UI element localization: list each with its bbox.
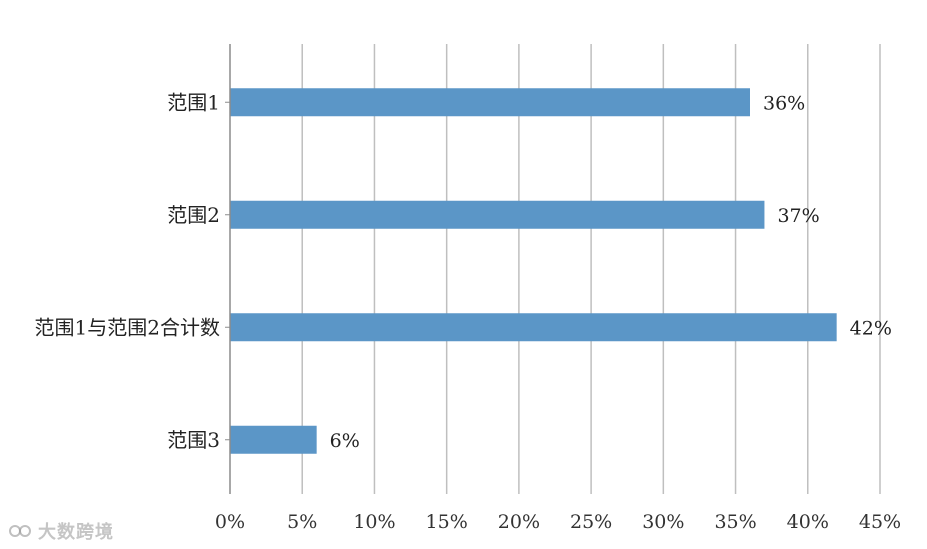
x-tick-label: 45% <box>859 511 901 533</box>
watermark-logo-icon <box>9 525 31 537</box>
watermark: 大数跨境 <box>8 518 114 544</box>
x-tick-label: 15% <box>426 511 468 533</box>
category-axis <box>225 44 231 494</box>
x-tick-label: 5% <box>287 511 317 533</box>
data-labels: 36% 37% 42% 6% <box>330 92 892 452</box>
x-tick-label: 10% <box>353 511 395 533</box>
x-tick-label: 35% <box>714 511 756 533</box>
x-tick-label: 25% <box>570 511 612 533</box>
data-label: 6% <box>330 430 360 452</box>
bar <box>230 313 837 342</box>
bar <box>230 88 750 117</box>
x-tick-label: 30% <box>642 511 684 533</box>
grid-lines <box>301 44 881 494</box>
x-tick-labels: 0% 5% 10% 15% 20% 25% 30% 35% 40% 45% <box>215 511 901 533</box>
bar <box>230 200 765 229</box>
x-tick-label: 20% <box>498 511 540 533</box>
bar <box>230 425 317 454</box>
data-label: 37% <box>777 205 819 227</box>
data-label: 42% <box>850 317 892 339</box>
data-label: 36% <box>763 92 805 114</box>
category-label: 范围1与范围2合计数 <box>35 315 220 339</box>
watermark-text: 大数跨境 <box>38 522 114 543</box>
x-tick-label: 40% <box>787 511 829 533</box>
category-label: 范围2 <box>167 203 220 227</box>
bars <box>230 88 837 454</box>
category-label: 范围1 <box>167 90 220 114</box>
x-tick-label: 0% <box>215 511 245 533</box>
category-label: 范围3 <box>167 428 220 452</box>
